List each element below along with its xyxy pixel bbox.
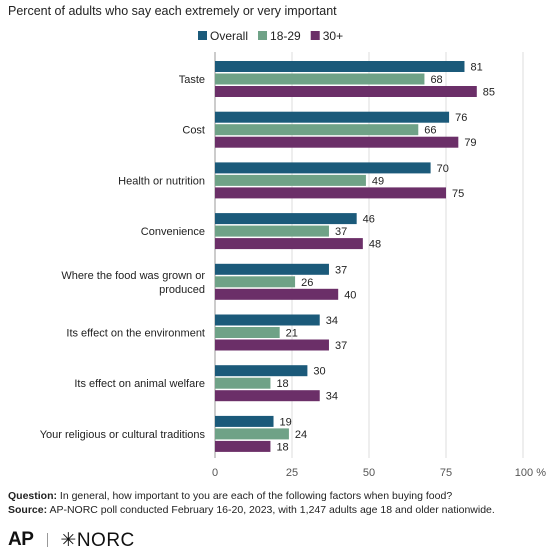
question-text: In general, how important to you are eac…: [59, 490, 453, 502]
plot-area: Taste 81 68 85 Cost 76 66 79 Health or nutrition…: [40, 61, 495, 453]
category-label: Its effect on animal welfare: [74, 378, 205, 390]
bar-overall-convenience: [215, 213, 357, 225]
value-label-overall: 30: [313, 366, 325, 378]
value-label-18-29: 21: [286, 328, 298, 340]
source-note: Source: AP-NORC poll conducted February …: [8, 503, 548, 517]
bar-overall-cost: [215, 111, 450, 123]
bar-30-its-effect-on-animal-welfare: [215, 390, 320, 402]
value-label-30: 85: [483, 87, 495, 99]
value-label-18-29: 49: [372, 175, 384, 187]
bar-18-29-cost: [215, 124, 419, 136]
bar-30-taste: [215, 86, 477, 97]
bar-18-29-convenience: [215, 225, 329, 237]
bar-30-convenience: [215, 238, 363, 250]
ap-logo: AP: [8, 529, 34, 550]
value-label-overall: 70: [437, 163, 449, 175]
bar-group-its-effect-on-animal-welfare: Its effect on animal welfare 30 18 34: [74, 365, 338, 403]
x-tick-label: 0: [212, 467, 218, 479]
value-label-30: 48: [369, 239, 381, 251]
bar-group-cost: Cost 76 66 79: [182, 111, 477, 149]
bar-overall-where-the-food-was-grown-or-produced: [215, 263, 329, 275]
logo-divider: [47, 533, 49, 547]
x-axis-ticks: 0 25 50 75 100 %: [212, 467, 546, 479]
category-label: Your religious or cultural traditions: [40, 429, 206, 441]
value-label-overall: 34: [326, 315, 338, 327]
value-label-30: 79: [464, 137, 476, 149]
legend-swatch-overall: [198, 31, 207, 40]
value-label-18-29: 24: [295, 429, 307, 441]
value-label-30: 37: [335, 340, 347, 352]
value-label-overall: 81: [470, 62, 482, 74]
logo-bar: AP ✳NORC: [8, 529, 135, 551]
source-text: AP-NORC poll conducted February 16-20, 2…: [49, 504, 495, 516]
bar-30-your-religious-or-cultural-traditions: [215, 440, 271, 452]
bar-18-29-its-effect-on-the-environment: [215, 327, 280, 338]
value-label-overall: 76: [455, 112, 467, 124]
bar-group-where-the-food-was-grown-or-produced: Where the food was grown or produced 37 26 4…: [61, 263, 356, 301]
category-label: produced: [159, 284, 205, 296]
bar-30-cost: [215, 136, 459, 148]
bar-30-where-the-food-was-grown-or-produced: [215, 288, 339, 300]
bar-18-29-your-religious-or-cultural-traditions: [215, 428, 289, 440]
value-label-18-29: 26: [301, 277, 313, 289]
bar-group-its-effect-on-the-environment: Its effect on the environment 34 21 37: [66, 314, 347, 352]
category-label: Where the food was grown or: [61, 270, 205, 282]
value-label-overall: 37: [335, 264, 347, 276]
value-label-overall: 46: [363, 214, 375, 226]
category-label: Cost: [182, 125, 205, 137]
value-label-30: 75: [452, 188, 464, 200]
question-label: Question:: [8, 490, 57, 502]
bar-18-29-health-or-nutrition: [215, 174, 366, 186]
value-label-30: 18: [276, 441, 288, 453]
value-label-30: 40: [344, 289, 356, 301]
bar-overall-its-effect-on-animal-welfare: [215, 365, 308, 377]
category-label: Taste: [179, 74, 205, 86]
norc-logo: ✳NORC: [60, 529, 135, 551]
chart: Percent of adults who say each extremely…: [8, 4, 546, 479]
x-tick-label: 50: [363, 467, 375, 479]
bar-overall-your-religious-or-cultural-traditions: [215, 415, 274, 427]
value-label-18-29: 68: [430, 74, 442, 86]
bar-group-health-or-nutrition: Health or nutrition 70 49 75: [118, 162, 464, 200]
bar-30-health-or-nutrition: [215, 187, 446, 199]
category-label: Its effect on the environment: [66, 328, 205, 340]
value-label-18-29: 18: [276, 378, 288, 390]
bar-group-convenience: Convenience 46 37 48: [141, 213, 381, 251]
bar-overall-its-effect-on-the-environment: [215, 314, 320, 326]
x-tick-label: 75: [440, 467, 452, 479]
category-label: Convenience: [141, 226, 205, 238]
legend-label-30: 30+: [323, 29, 343, 43]
legend-label-18-29: 18-29: [270, 29, 301, 43]
bar-18-29-its-effect-on-animal-welfare: [215, 377, 271, 389]
bar-group-taste: Taste 81 68 85: [179, 61, 495, 99]
bar-18-29-taste: [215, 73, 425, 85]
value-label-30: 34: [326, 391, 338, 403]
bar-overall-health-or-nutrition: [215, 162, 431, 174]
legend-swatch-18-29: [258, 31, 268, 40]
legend: Overall 18-29 30+: [198, 29, 343, 43]
legend-swatch-30: [310, 31, 320, 40]
bar-30-its-effect-on-the-environment: [215, 339, 329, 351]
legend-label-overall: Overall: [210, 29, 248, 43]
bar-overall-taste: [215, 61, 465, 72]
bar-18-29-where-the-food-was-grown-or-produced: [215, 276, 296, 288]
value-label-18-29: 66: [424, 125, 436, 137]
category-label: Health or nutrition: [118, 175, 205, 187]
chart-subtitle: Percent of adults who say each extremely…: [8, 4, 337, 18]
question-note: Question: In general, how important to y…: [8, 489, 548, 503]
value-label-overall: 19: [280, 416, 292, 428]
value-label-18-29: 37: [335, 226, 347, 238]
bar-group-your-religious-or-cultural-traditions: Your religious or cultural traditions 192…: [40, 415, 307, 453]
source-label: Source:: [8, 504, 48, 516]
x-tick-label: 25: [286, 467, 298, 479]
x-tick-label: 100 %: [515, 467, 546, 479]
